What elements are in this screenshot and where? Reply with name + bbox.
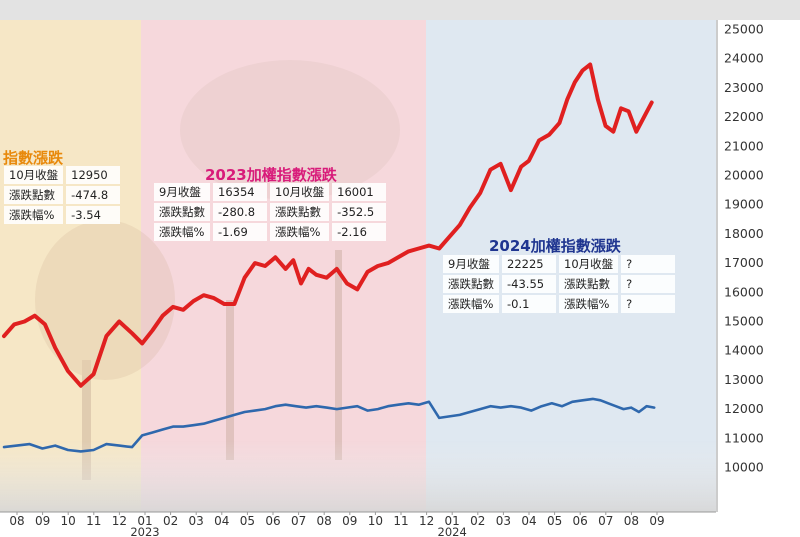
x-tick-label: 08 — [317, 514, 332, 528]
x-tick-label: 07 — [291, 514, 306, 528]
x-tick-label: 04 — [521, 514, 536, 528]
stat-row: 漲跌點數 -43.55 漲跌點數? — [443, 275, 676, 293]
y-tick-label: 25000 — [724, 22, 764, 37]
x-tick-label: 12 — [419, 514, 434, 528]
stat-label: 漲跌點數 — [4, 186, 64, 204]
stat-value: -352.5 — [332, 203, 387, 221]
stat-row: 10月收盤 12950 — [4, 166, 121, 184]
y-tick-label: 12000 — [724, 401, 764, 416]
stat-label: 漲跌幅% — [559, 295, 619, 313]
x-tick-label: 01 — [137, 514, 152, 528]
x-tick-label: 03 — [189, 514, 204, 528]
panel-2024-title: 2024加權指數漲跌 — [489, 237, 621, 255]
stat-label: 漲跌幅% — [4, 206, 64, 224]
stat-value: 16001 — [332, 183, 387, 201]
x-tick-label: 10 — [61, 514, 76, 528]
taiex-line — [2, 62, 654, 388]
x-tick-label: 09 — [649, 514, 664, 528]
stat-row: 漲跌點數 -280.8 漲跌點數 -352.5 — [154, 203, 387, 221]
y-tick-label: 18000 — [724, 226, 764, 241]
y-tick-label: 23000 — [724, 80, 764, 95]
stat-value: -1.69 — [213, 223, 267, 241]
panel-2022-title: 指數漲跌 — [3, 149, 64, 167]
stat-label: 漲跌幅% — [443, 295, 499, 313]
stat-label: 漲跌幅% — [154, 223, 210, 241]
stat-value: 16354 — [213, 183, 267, 201]
stat-value: -474.8 — [66, 186, 121, 204]
y-tick-label: 20000 — [724, 168, 764, 183]
stat-label: 漲跌幅% — [270, 223, 330, 241]
stat-label: 10月收盤 — [559, 255, 619, 273]
y-tick-label: 10000 — [724, 460, 764, 475]
stat-label: 漲跌點數 — [559, 275, 619, 293]
y-tick-label: 11000 — [724, 430, 764, 445]
stat-value: 12950 — [66, 166, 121, 184]
x-tick-label: 05 — [240, 514, 255, 528]
stat-label: 9月收盤 — [443, 255, 499, 273]
y-tick-label: 15000 — [724, 314, 764, 329]
stat-row: 漲跌幅% -3.54 — [4, 206, 121, 224]
x-tick-label: 08 — [9, 514, 24, 528]
stat-value: -280.8 — [213, 203, 267, 221]
y-tick-label: 16000 — [724, 284, 764, 299]
x-tick-label: 10 — [368, 514, 383, 528]
stat-row: 漲跌幅% -1.69 漲跌幅% -2.16 — [154, 223, 387, 241]
x-tick-label: 05 — [547, 514, 562, 528]
panel-2023-table: 9月收盤 16354 10月收盤 16001 漲跌點數 -280.8 漲跌點數 -352.5 漲… — [151, 181, 389, 243]
secondary-index-line — [2, 397, 656, 453]
x-tick-label: 12 — [112, 514, 127, 528]
x-tick-label: 09 — [342, 514, 357, 528]
x-tick-label: 04 — [214, 514, 229, 528]
stat-value: ? — [621, 275, 676, 293]
x-tick-label: 01 — [445, 514, 460, 528]
y-tick-label: 14000 — [724, 343, 764, 358]
panel-2023-title: 2023加權指數漲跌 — [205, 166, 337, 184]
x-tick-label: 11 — [393, 514, 408, 528]
x-tick-label: 02 — [470, 514, 485, 528]
stat-value: -0.1 — [502, 295, 556, 313]
stat-label: 漲跌點數 — [154, 203, 210, 221]
x-tick-label: 09 — [35, 514, 50, 528]
panel-2022-table: 10月收盤 12950 漲跌點數 -474.8 漲跌幅% -3.54 — [1, 164, 123, 226]
stat-row: 漲跌幅% -0.1 漲跌幅%? — [443, 295, 676, 313]
stat-label: 10月收盤 — [270, 183, 330, 201]
stat-row: 漲跌點數 -474.8 — [4, 186, 121, 204]
x-tick-label: 06 — [573, 514, 588, 528]
year-label: 2024 — [438, 525, 467, 537]
y-tick-label: 22000 — [724, 109, 764, 124]
x-tick-label: 06 — [265, 514, 280, 528]
y-tick-label: 17000 — [724, 255, 764, 270]
panel-2024-table: 9月收盤 22225 10月收盤? 漲跌點數 -43.55 漲跌點數? 漲跌幅% -0.1 漲跌… — [440, 253, 678, 315]
x-tick-label: 07 — [598, 514, 613, 528]
stat-label: 漲跌點數 — [443, 275, 499, 293]
x-tick-label: 08 — [624, 514, 639, 528]
stat-label: 9月收盤 — [154, 183, 210, 201]
band-2022 — [0, 20, 141, 512]
stat-value: -2.16 — [332, 223, 387, 241]
stat-label: 漲跌點數 — [270, 203, 330, 221]
stat-value: 22225 — [502, 255, 556, 273]
stat-value: -3.54 — [66, 206, 121, 224]
y-tick-label: 24000 — [724, 51, 764, 66]
stat-label: 10月收盤 — [4, 166, 64, 184]
stat-row: 9月收盤 22225 10月收盤? — [443, 255, 676, 273]
year-label: 2023 — [130, 525, 159, 537]
x-tick-label: 02 — [163, 514, 178, 528]
stat-row: 9月收盤 16354 10月收盤 16001 — [154, 183, 387, 201]
x-tick-label: 03 — [496, 514, 511, 528]
stat-value: ? — [621, 295, 676, 313]
stat-value: -43.55 — [502, 275, 556, 293]
stat-value: ? — [621, 255, 676, 273]
y-tick-label: 13000 — [724, 372, 764, 387]
x-tick-label: 11 — [86, 514, 101, 528]
y-tick-label: 21000 — [724, 138, 764, 153]
y-tick-label: 19000 — [724, 197, 764, 212]
